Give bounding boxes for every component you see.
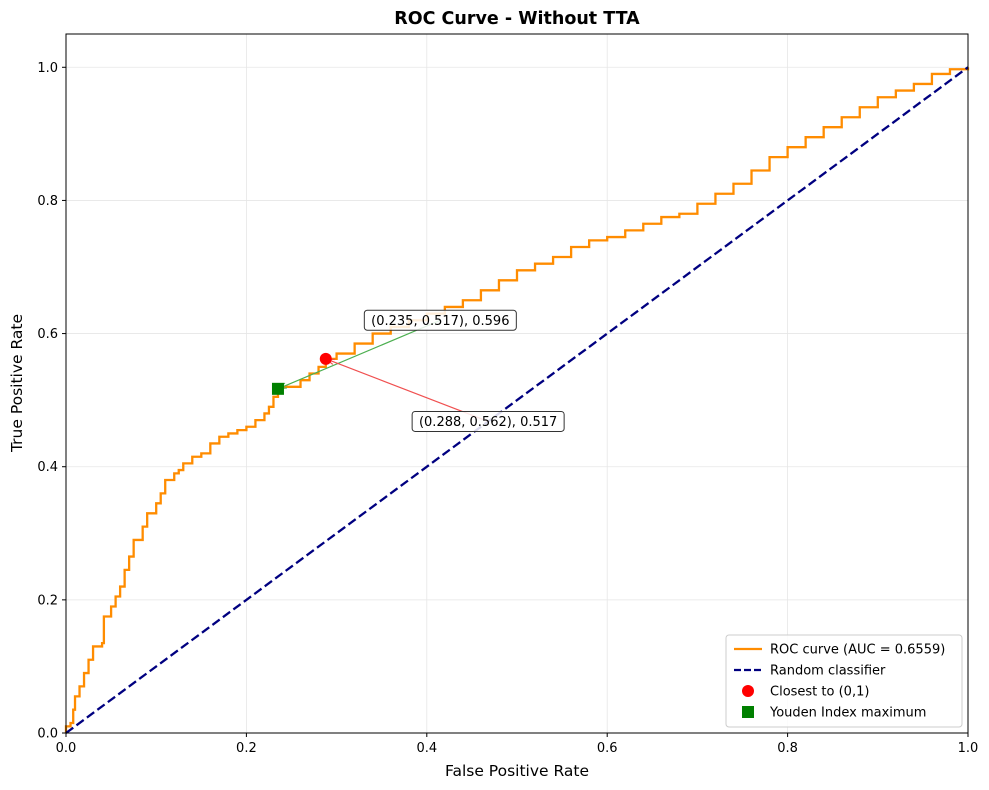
closest-point-marker xyxy=(319,352,332,365)
annotation-box xyxy=(411,410,565,432)
marker-points xyxy=(271,352,332,395)
x-tick-label: 0.6 xyxy=(597,741,618,756)
annotation-2: (0.288, 0.562), 0.517 xyxy=(323,358,565,432)
y-tick-label: 0.2 xyxy=(37,593,58,608)
legend-label: ROC curve (AUC = 0.6559) xyxy=(770,643,945,658)
axis-ticks: 0.0 0.2 0.4 0.6 0.8 1.0 0.0 0.2 0.4 0.6 0.8 1.0 xyxy=(37,61,978,756)
legend-swatch-circle xyxy=(742,685,754,697)
roc-curve-line xyxy=(64,67,970,733)
series-layer xyxy=(64,66,970,734)
plot-frame xyxy=(65,33,969,734)
random-classifier-line xyxy=(65,66,969,734)
legend-label: Closest to (0,1) xyxy=(770,685,869,700)
y-axis-label: True Positive Rate xyxy=(8,314,26,453)
chart-title: ROC Curve - Without TTA xyxy=(394,9,640,29)
x-tick-label: 0.8 xyxy=(777,741,798,756)
x-axis-label: False Positive Rate xyxy=(445,762,589,780)
annotation-text: (0.235, 0.517), 0.596 xyxy=(371,314,509,329)
youden-point-marker xyxy=(271,382,284,395)
legend-swatch-square xyxy=(742,706,754,718)
legend-box xyxy=(725,634,963,728)
annotations: (0.235, 0.517), 0.596 (0.288, 0.562), 0.5… xyxy=(276,309,565,432)
y-tick-label: 0.6 xyxy=(37,327,58,342)
grid xyxy=(65,34,969,734)
annotation-1: (0.235, 0.517), 0.596 xyxy=(276,309,517,390)
x-tick-label: 0.4 xyxy=(416,741,437,756)
y-tick-label: 0.0 xyxy=(37,727,58,742)
annotation-box xyxy=(363,309,517,331)
y-tick-label: 0.8 xyxy=(37,194,58,209)
legend-label: Random classifier xyxy=(770,664,886,679)
y-tick-label: 1.0 xyxy=(37,61,58,76)
legend: ROC curve (AUC = 0.6559) Random classifie… xyxy=(725,634,963,728)
legend-label: Youden Index maximum xyxy=(769,706,926,721)
annotation-arrow-line xyxy=(277,319,441,390)
annotation-text: (0.288, 0.562), 0.517 xyxy=(419,415,557,430)
x-tick-label: 0.2 xyxy=(236,741,257,756)
y-tick-label: 0.4 xyxy=(37,460,58,475)
x-tick-label: 1.0 xyxy=(958,741,979,756)
x-tick-label: 0.0 xyxy=(56,741,77,756)
